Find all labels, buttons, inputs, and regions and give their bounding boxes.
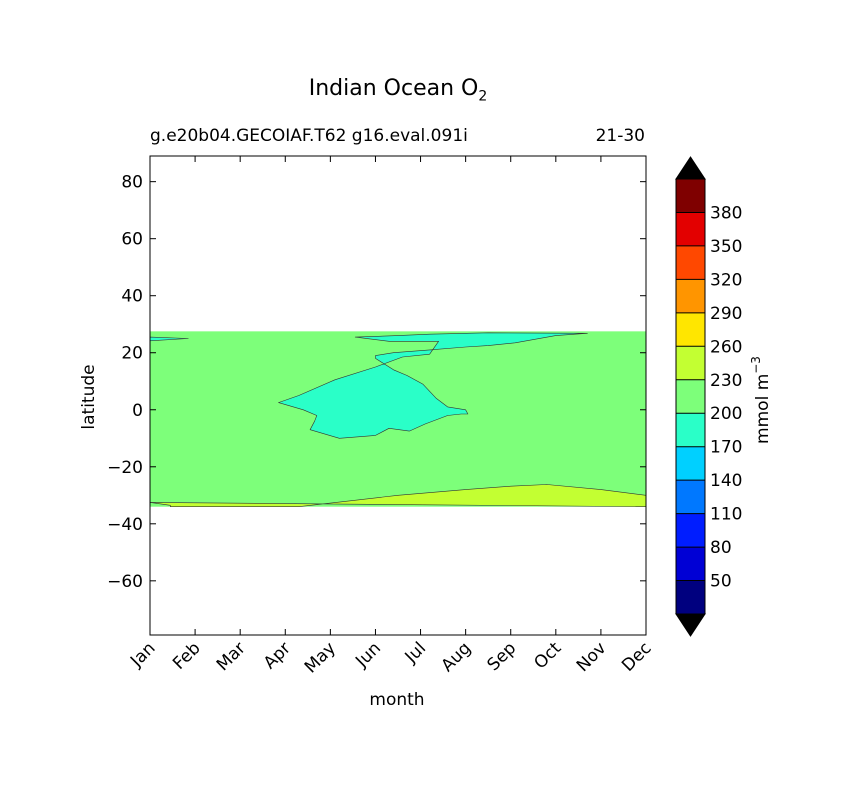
colorbar-swatch [676, 547, 705, 581]
colorbar-tick-label: 380 [710, 203, 742, 223]
colorbar-swatch [676, 413, 705, 447]
chart-title-text: Indian Ocean O [308, 76, 479, 101]
colorbar: 50 80 110 140 170 200 230 260 290 320 350 380 [675, 156, 742, 637]
colorbar-swatch [676, 446, 705, 481]
colorbar-swatch [676, 179, 705, 213]
y-tick-label: 80 [121, 173, 143, 193]
y-tick-label: −60 [107, 572, 143, 592]
plot-frame [149, 155, 647, 636]
colorbar-tick-label: 80 [710, 538, 732, 558]
y-axis: 80 60 40 20 0 −20 −40 −60 [107, 173, 646, 592]
x-tick-label: Sep [483, 638, 520, 675]
x-axis-label: month [369, 690, 424, 710]
colorbar-swatch [676, 245, 705, 280]
colorbar-tick-label: 350 [710, 237, 742, 257]
colorbar-tick-label: 200 [710, 404, 742, 424]
y-tick-label: −40 [107, 515, 143, 535]
contour-region-170-200-1 [278, 332, 588, 439]
colorbar-extend-max [675, 156, 706, 180]
x-tick-label: Nov [573, 638, 611, 676]
x-tick-label: Jul [401, 638, 430, 667]
colorbar-swatch [676, 513, 705, 548]
x-tick-label: Jun [351, 638, 385, 672]
x-tick-label: Jan [126, 638, 159, 671]
contour-region-170-200-2 [150, 336, 189, 342]
y-tick-label: 60 [121, 230, 143, 250]
x-tick-label: Oct [530, 638, 565, 673]
y-tick-label: 40 [121, 287, 143, 307]
colorbar-tick-label: 230 [710, 371, 742, 391]
colorbar-label: mmol m−3 [749, 356, 773, 444]
colorbar-label-text: mmol m [753, 374, 773, 444]
y-tick-label: 0 [132, 401, 143, 421]
colorbar-label-superscript: −3 [749, 356, 763, 374]
colorbar-extend-min [675, 613, 706, 637]
x-tick-label: Aug [438, 638, 476, 676]
x-tick-label: Feb [169, 638, 204, 673]
colorbar-swatch [676, 346, 705, 380]
x-tick-label: Dec [618, 638, 655, 675]
subtitle-left: g.e20b04.GECOIAF.T62 g16.eval.091i [150, 126, 468, 146]
chart-title: Indian Ocean O2 [150, 76, 646, 104]
colorbar-swatch [676, 312, 705, 347]
y-tick-label: 20 [121, 344, 143, 364]
colorbar-tick-label: 140 [710, 471, 742, 491]
colorbar-swatch [676, 480, 705, 514]
colorbar-swatch [676, 580, 705, 614]
x-tick-label: May [301, 638, 340, 677]
colorbar-swatch [676, 379, 705, 414]
colorbar-tick-label: 50 [710, 572, 732, 592]
colorbar-tick-label: 260 [710, 337, 742, 357]
x-tick-label: Mar [213, 638, 250, 675]
y-axis-label: latitude [79, 364, 99, 429]
colorbar-swatch [676, 212, 705, 246]
colorbar-tick-label: 170 [710, 438, 742, 458]
colorbar-tick-label: 290 [710, 304, 742, 324]
colorbar-tick-label: 320 [710, 270, 742, 290]
subtitle-right: 21-30 [595, 126, 645, 146]
colorbar-tick-label: 110 [710, 505, 742, 525]
contour-region-230-260-3 [150, 484, 646, 508]
y-tick-label: −20 [107, 458, 143, 478]
colorbar-swatch [676, 279, 705, 313]
chart-title-subscript: 2 [478, 88, 488, 105]
x-tick-label: Apr [260, 638, 295, 673]
contour-layers [150, 331, 646, 508]
colorbar-frame [675, 178, 706, 615]
